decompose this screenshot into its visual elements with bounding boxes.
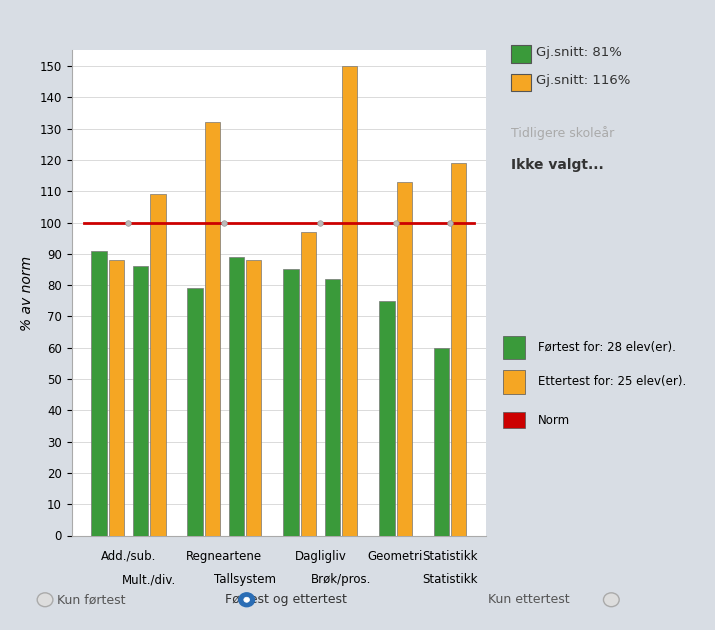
Text: Ikke valgt...: Ikke valgt... <box>511 158 604 171</box>
Text: Norm: Norm <box>538 414 570 427</box>
Bar <box>342 66 358 536</box>
Bar <box>451 163 466 536</box>
Text: Add./sub.: Add./sub. <box>101 549 156 563</box>
Text: Mult./div.: Mult./div. <box>122 573 177 586</box>
Text: Gj.snitt: 81%: Gj.snitt: 81% <box>536 46 622 59</box>
Text: Statistikk: Statistikk <box>423 549 478 563</box>
Bar <box>246 260 262 536</box>
Bar <box>150 195 166 535</box>
Bar <box>92 251 107 536</box>
Bar <box>397 182 412 536</box>
Bar <box>283 270 299 536</box>
Bar <box>300 232 316 536</box>
Text: Gj.snitt: 116%: Gj.snitt: 116% <box>536 74 631 87</box>
Text: Dagligliv: Dagligliv <box>295 549 346 563</box>
Text: Brøk/pros.: Brøk/pros. <box>311 573 371 586</box>
Text: Regneartene: Regneartene <box>187 549 262 563</box>
Bar <box>109 260 124 536</box>
Bar <box>204 122 220 536</box>
Bar <box>229 257 244 536</box>
Text: Førtest og ettertest: Førtest og ettertest <box>225 593 347 606</box>
Bar <box>503 336 525 360</box>
Text: Geometri: Geometri <box>368 549 423 563</box>
Text: Førtest for: 28 elev(er).: Førtest for: 28 elev(er). <box>538 341 676 354</box>
Bar <box>503 370 525 394</box>
Text: Kun førtest: Kun førtest <box>57 593 126 606</box>
Bar <box>379 301 395 536</box>
Y-axis label: % av norm: % av norm <box>20 255 34 331</box>
Bar <box>503 413 525 428</box>
Bar <box>187 289 202 536</box>
Text: Kun ettertest: Kun ettertest <box>488 593 570 606</box>
Text: Tidligere skoleår: Tidligere skoleår <box>511 126 614 140</box>
Text: Tallsystem: Tallsystem <box>214 573 276 586</box>
Text: Statistikk: Statistikk <box>423 573 478 586</box>
Bar <box>433 348 449 536</box>
Bar <box>133 266 148 536</box>
Text: Ettertest for: 25 elev(er).: Ettertest for: 25 elev(er). <box>538 375 686 389</box>
Bar <box>325 279 340 536</box>
